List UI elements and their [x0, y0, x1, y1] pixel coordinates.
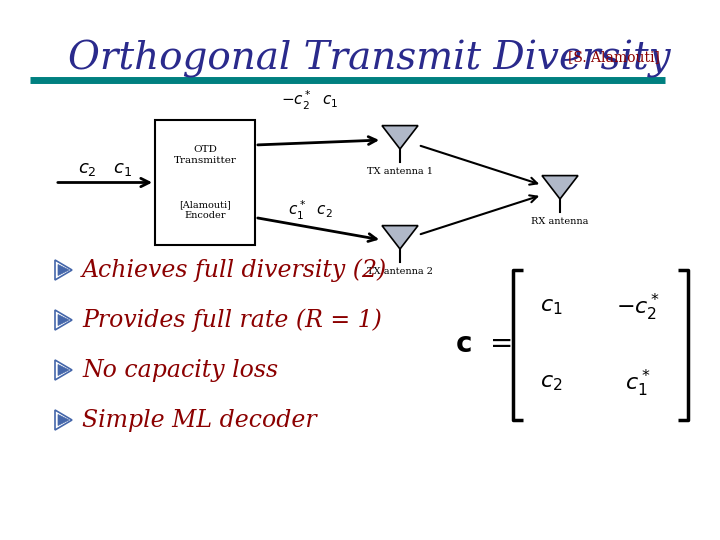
Bar: [155, 120, 255, 245]
Text: Achieves full diversity (2): Achieves full diversity (2): [82, 258, 387, 282]
Polygon shape: [58, 265, 69, 275]
Polygon shape: [542, 176, 578, 199]
Polygon shape: [55, 260, 72, 280]
Text: Orthogonal Transmit Diversity: Orthogonal Transmit Diversity: [68, 40, 670, 78]
Text: TX antenna 2: TX antenna 2: [367, 267, 433, 276]
Text: OTD
Transmitter: OTD Transmitter: [174, 145, 236, 165]
Text: [Alamouti]
Encoder: [Alamouti] Encoder: [179, 200, 231, 220]
Polygon shape: [58, 415, 69, 426]
Text: $c_1^*$: $c_1^*$: [625, 367, 651, 399]
Text: $c_2$: $c_2$: [540, 373, 562, 393]
Polygon shape: [382, 226, 418, 249]
Text: No capacity loss: No capacity loss: [82, 359, 278, 381]
Text: [S. Alamouti]: [S. Alamouti]: [568, 50, 660, 64]
Text: $-c_2^*$  $c_1$: $-c_2^*$ $c_1$: [282, 89, 339, 112]
Polygon shape: [382, 126, 418, 149]
Text: $c_2$   $c_1$: $c_2$ $c_1$: [78, 159, 132, 178]
Text: $-c_2^*$: $-c_2^*$: [616, 292, 660, 322]
Polygon shape: [55, 410, 72, 430]
Polygon shape: [58, 364, 69, 375]
Text: $c_1$: $c_1$: [540, 297, 562, 317]
Text: $\mathbf{c}$  =: $\mathbf{c}$ =: [455, 332, 511, 359]
Text: $c_1^*$  $c_2$: $c_1^*$ $c_2$: [287, 199, 333, 222]
Text: Provides full rate (R = 1): Provides full rate (R = 1): [82, 308, 382, 332]
Polygon shape: [58, 314, 69, 326]
Polygon shape: [55, 360, 72, 380]
Text: TX antenna 1: TX antenna 1: [367, 167, 433, 176]
Polygon shape: [55, 310, 72, 330]
Text: RX antenna: RX antenna: [531, 217, 589, 226]
Text: Simple ML decoder: Simple ML decoder: [82, 408, 317, 431]
